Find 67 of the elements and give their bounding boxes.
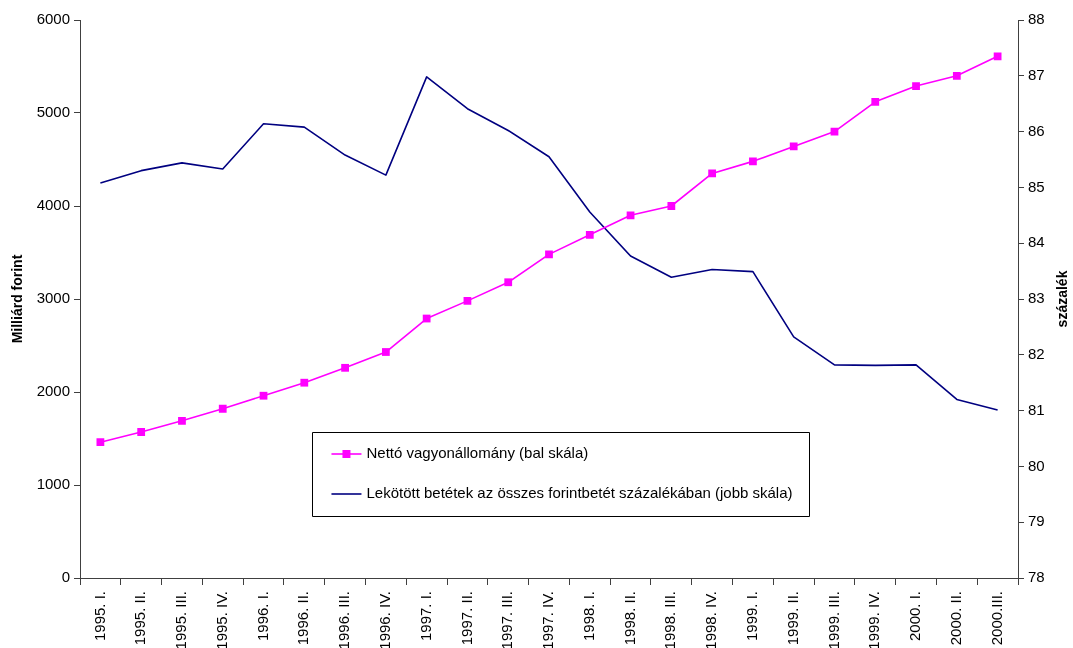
- y-tick-label: 0: [61, 568, 70, 586]
- point: [422, 314, 431, 323]
- point: [137, 428, 146, 436]
- y2-tick-label: 88: [1028, 10, 1045, 28]
- x-tick-label: 1997. III.: [498, 591, 516, 648]
- point: [708, 169, 717, 178]
- y2-tick-label: 81: [1028, 400, 1045, 418]
- point: [912, 82, 920, 90]
- point: [463, 296, 472, 305]
- point: [341, 363, 349, 372]
- x-tick-label: 1998. IV.: [702, 591, 720, 648]
- x-tick-label: 1997. IV.: [539, 591, 557, 648]
- y2-tick-label: 87: [1028, 65, 1045, 83]
- x-tick-label: 2000. II.: [946, 591, 964, 646]
- y2-tick-label: 85: [1028, 177, 1045, 195]
- point: [218, 404, 227, 413]
- y2-tick-label: 80: [1028, 456, 1045, 474]
- point: [952, 71, 961, 80]
- y-axis-title: Milliárd forint: [8, 254, 25, 344]
- point: [96, 438, 105, 447]
- x-tick-label: 1999. I.: [743, 591, 761, 642]
- x-tick-label: 1999. IV.: [865, 591, 883, 648]
- point: [545, 250, 553, 259]
- y-tick-label: 3000: [36, 289, 70, 307]
- y2-axis-title: százalék: [1053, 270, 1070, 328]
- x-tick-label: 2000. I.: [906, 591, 924, 642]
- x-tick-label: 1996. I.: [253, 591, 271, 642]
- point: [178, 416, 186, 425]
- x-tick-label: 1995. III.: [172, 591, 190, 648]
- point: [993, 52, 1002, 61]
- point: [585, 230, 594, 239]
- y2-tick-label: 86: [1028, 121, 1045, 139]
- x-tick-label: 1995. IV.: [212, 591, 230, 648]
- x-tick-label: 1996. III.: [335, 591, 353, 648]
- x-tick-label: 1999. III.: [824, 591, 842, 648]
- point: [871, 97, 880, 106]
- x-tick-label: 1999. II.: [783, 591, 801, 646]
- x-tick-label: 1997. II.: [457, 591, 475, 646]
- point: [504, 278, 513, 287]
- legend-label: Lekötött betétek az összes forintbetét százalékában (jobb skála): [366, 484, 793, 502]
- y2-tick-label: 79: [1028, 512, 1045, 530]
- x-tick-label: 1997. I.: [416, 591, 434, 642]
- y-tick-label: 6000: [36, 10, 70, 28]
- y2-tick-label: 84: [1028, 233, 1045, 251]
- y2-tick-label: 78: [1028, 568, 1045, 586]
- point: [789, 142, 798, 151]
- y-tick-label: 2000: [36, 382, 70, 400]
- x-tick-label: 1998. III.: [661, 591, 679, 648]
- y-tick-label: 1000: [36, 475, 70, 493]
- y2-tick-label: 83: [1028, 289, 1045, 307]
- y2-tick-label: 82: [1028, 344, 1045, 362]
- x-tick-label: 1996. II.: [294, 591, 312, 646]
- x-tick-label: 1998. II.: [620, 591, 638, 646]
- x-tick-label: 1995. I.: [90, 591, 108, 642]
- point: [626, 211, 635, 220]
- point: [259, 391, 268, 400]
- x-tick-label: 1998. I.: [579, 591, 597, 642]
- point: [749, 157, 757, 166]
- y-tick-label: 5000: [36, 103, 70, 121]
- x-tick-label: 1996. IV.: [376, 591, 394, 648]
- point: [300, 378, 309, 387]
- y-tick-label: 4000: [36, 196, 70, 214]
- legend-label: Nettó vagyonállomány (bal skála): [366, 444, 589, 462]
- point: [667, 202, 676, 210]
- x-tick-label: 1995. II.: [131, 591, 149, 646]
- point: [381, 348, 390, 356]
- x-tick-label: 2000.III.: [987, 591, 1005, 646]
